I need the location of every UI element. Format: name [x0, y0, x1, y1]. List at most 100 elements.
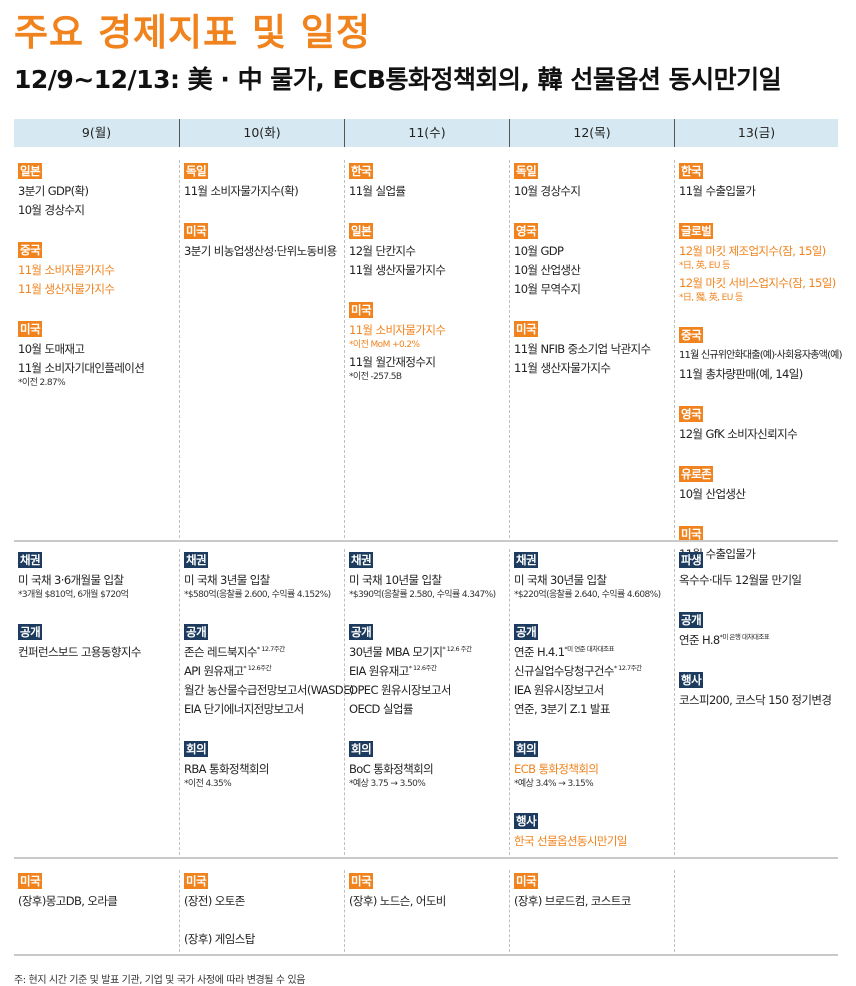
event-group: 유로존 10월 산업생산: [679, 463, 838, 504]
column-fri: 한국 11월 수출입물가 글로벌 12월 마킷 제조업지수(잠, 15일) *日, 英,…: [674, 160, 843, 561]
event-group: 미국 11월 소비자물가지수 *이전 MoM +0.2% 11월 월간재정수지 *이전 …: [349, 299, 509, 384]
event-text: 연준 H.4.1: [514, 645, 565, 659]
event-item: BoC 통화정책회의: [349, 760, 509, 779]
category-tag: 회의: [514, 741, 539, 757]
event-item: OECD 실업률: [349, 700, 509, 719]
event-group: 한국 11월 실업률: [349, 160, 509, 201]
event-text: (장전) 오토존: [184, 894, 245, 908]
event-note: *이전 -257.5B: [349, 370, 509, 384]
category-tag: 공개: [349, 624, 374, 640]
event-item: ECB 통화정책회의: [514, 760, 674, 779]
event-text: 12월 GfK 소비자신뢰지수: [679, 427, 798, 441]
event-text: 연준, 3분기 Z.1 발표: [514, 702, 610, 716]
event-note: *예상 3.75 → 3.50%: [349, 777, 509, 791]
event-item: 미 국채 10년물 입찰: [349, 571, 509, 590]
event-text: 미 국채 3년물 입찰: [184, 573, 270, 587]
event-superscript: * 12.6주간: [243, 664, 272, 673]
event-item: (장후) 브로드컴, 코스트코: [514, 892, 674, 911]
category-tag: 채권: [184, 552, 209, 568]
event-text: 12월 마킷 제조업지수(잠, 15일): [679, 244, 826, 258]
event-text: 미 국채 10년물 입찰: [349, 573, 442, 587]
event-item: (장후) 게임스탑: [184, 930, 344, 949]
day-header-thu: 12(목): [509, 119, 674, 147]
event-item: EIA 단기에너지전망보고서: [184, 700, 344, 719]
event-text: 12월 단칸지수: [349, 244, 416, 258]
event-text: (장후) 노드슨, 어도비: [349, 894, 446, 908]
event-superscript: * 12.7주간: [256, 645, 285, 654]
event-text: (장후)몽고DB, 오라클: [18, 894, 118, 908]
event-item: (장전) 오토존: [184, 892, 344, 911]
column-thu: 독일 10월 경상수지 영국 10월 GDP 10월 산업생산 10월 무역수지 미국 11월…: [509, 160, 674, 538]
event-group: 독일 10월 경상수지: [514, 160, 674, 201]
category-tag: 중국: [18, 242, 43, 258]
event-text: BoC 통화정책회의: [349, 762, 434, 776]
event-note: *$220억(응찰률 2.640, 수익률 4.608%): [514, 588, 674, 602]
event-item: 월간 농산물수급전망보고서(WASDE): [184, 681, 354, 700]
event-text: 10월 GDP: [514, 244, 564, 258]
event-item: 컨퍼런스보드 고용동향지수: [18, 643, 179, 662]
event-group: 일본 12월 단칸지수 11월 생산자물가지수: [349, 220, 509, 280]
event-group: 행사 한국 선물옵션동시만기일: [514, 810, 674, 851]
event-group: 회의 ECB 통화정책회의 *예상 3.4% → 3.15%: [514, 738, 674, 791]
category-tag: 유로존: [679, 466, 714, 482]
spacer: [184, 911, 344, 930]
event-group: 글로벌 12월 마킷 제조업지수(잠, 15일) *日, 英, EU 등 12월 마킷…: [679, 220, 838, 305]
event-note: *3개월 $810억, 6개월 $720억: [18, 588, 179, 602]
event-item: 10월 경상수지: [514, 182, 674, 201]
event-text: *예상 3.75 → 3.50%: [349, 779, 426, 789]
event-item: (장후) 노드슨, 어도비: [349, 892, 509, 911]
event-text: 11월 총차량판매(예, 14일): [679, 367, 803, 381]
event-item: API 원유재고* 12.6주간: [184, 662, 344, 681]
day-header-wed: 11(수): [344, 119, 509, 147]
event-group: 채권 미 국채 3·6개월물 입찰 *3개월 $810억, 6개월 $720억: [18, 549, 179, 602]
event-text: 3분기 비농업생산성·단위노동비용: [184, 244, 337, 258]
event-note: *예상 3.4% → 3.15%: [514, 777, 674, 791]
section-divider: [14, 857, 838, 859]
event-text: 미 국채 3·6개월물 입찰: [18, 573, 124, 587]
event-text: *이전 4.35%: [184, 779, 232, 789]
event-text: (장후) 브로드컴, 코스트코: [514, 894, 631, 908]
event-item: 11월 생산자물가지수: [18, 280, 179, 299]
bonds-events-section: 채권 미 국채 3·6개월물 입찰 *3개월 $810억, 6개월 $720억 공개 컨…: [14, 549, 838, 855]
event-text: (장후) 게임스탑: [184, 932, 255, 946]
event-text: EIA 원유재고: [349, 664, 409, 678]
event-text: 연준 H.8: [679, 633, 720, 647]
event-text: *이전 2.87%: [18, 378, 66, 388]
event-note: *이전 4.35%: [184, 777, 344, 791]
event-group: 미국 3분기 비농업생산성·단위노동비용: [184, 220, 344, 261]
event-superscript: *미 연준 대차대조표: [564, 645, 615, 654]
event-group: 채권 미 국채 30년물 입찰 *$220억(응찰률 2.640, 수익률 4.60…: [514, 549, 674, 602]
category-tag: 공개: [514, 624, 539, 640]
event-group: 미국 (장후)몽고DB, 오라클: [18, 870, 179, 911]
earnings-section: 미국 (장후)몽고DB, 오라클 미국 (장전) 오토존 (장후) 게임스탑 미국 (장후)…: [14, 870, 838, 952]
event-group: 공개 존슨 레드북지수* 12.7주간 API 원유재고* 12.6주간 월간 농산물…: [184, 621, 354, 719]
event-group: 독일 11월 소비자물가지수(확): [184, 160, 344, 201]
event-text: 11월 실업률: [349, 184, 406, 198]
event-item: 10월 경상수지: [18, 201, 179, 220]
event-item: 12월 단칸지수: [349, 242, 509, 261]
event-group: 일본 3분기 GDP(확) 10월 경상수지: [18, 160, 179, 220]
event-item: 11월 월간재정수지: [349, 353, 509, 372]
event-text: 존슨 레드북지수: [184, 645, 258, 659]
category-tag: 영국: [514, 223, 539, 239]
category-tag: 미국: [184, 223, 209, 239]
event-group: 미국 11월 NFIB 중소기업 낙관지수 11월 생산자물가지수: [514, 318, 674, 378]
event-group: 미국 10월 도매재고 11월 소비자기대인플레이션 *이전 2.87%: [18, 318, 179, 390]
section-divider: [14, 540, 838, 542]
day-header-fri: 13(금): [674, 119, 838, 147]
day-header-tue: 10(화): [179, 119, 344, 147]
event-text: OPEC 원유시장보고서: [349, 683, 451, 697]
event-text: 10월 도매재고: [18, 342, 85, 356]
event-item: 11월 소비자기대인플레이션: [18, 359, 179, 378]
day-header-mon: 9(월): [81, 125, 112, 140]
event-item: 12월 마킷 서비스업지수(잠, 15일): [679, 274, 838, 293]
column-mon: 미국 (장후)몽고DB, 오라클: [14, 870, 179, 952]
event-note: *$580억(응찰률 2.600, 수익률 4.152%): [184, 588, 344, 602]
event-note: *이전 2.87%: [18, 376, 179, 390]
event-item: 30년물 MBA 모기지* 12.6 주간: [349, 643, 509, 662]
category-tag: 회의: [349, 741, 374, 757]
event-item: 11월 수출입물가: [679, 182, 838, 201]
event-text: 미 국채 30년물 입찰: [514, 573, 607, 587]
category-tag: 중국: [679, 327, 704, 343]
